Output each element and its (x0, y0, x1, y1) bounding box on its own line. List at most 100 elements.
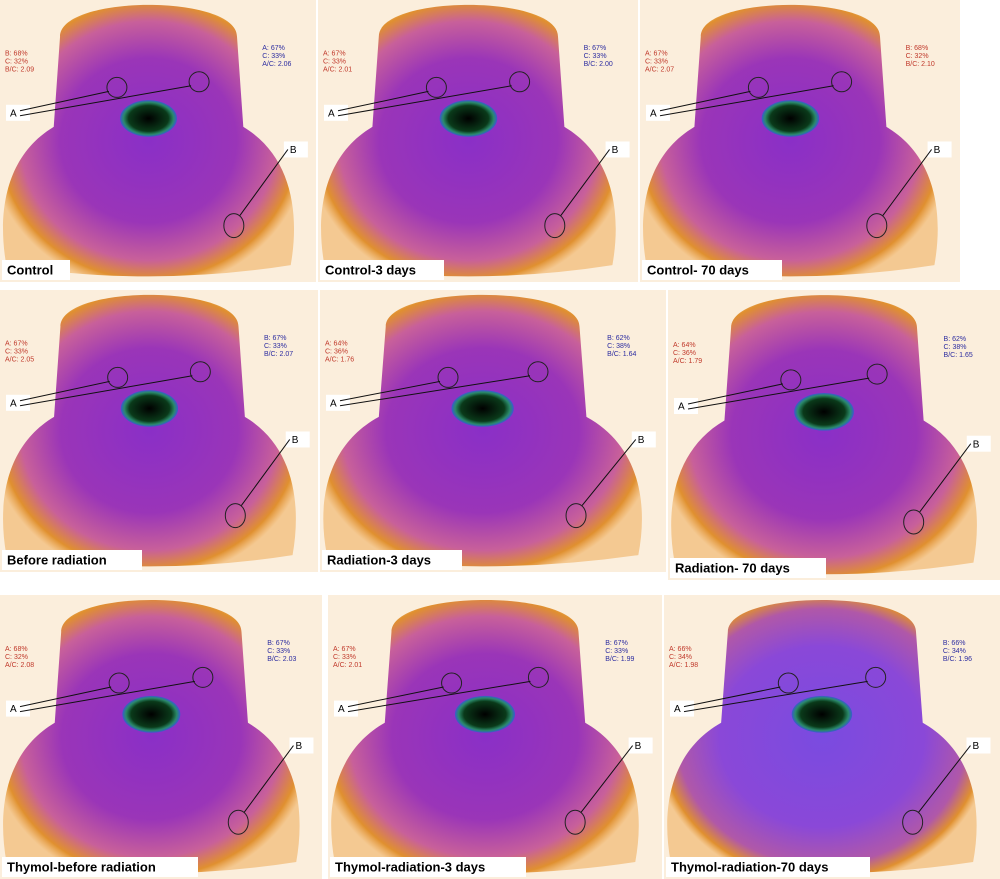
pointer-line (243, 745, 294, 813)
thyroid-uptake (120, 100, 177, 137)
scan-panel: A B A: 68%C: 32%A/C: 2.08 B: 67%C: 33%B/C: … (0, 595, 322, 879)
pointer-line (19, 90, 110, 112)
label-box (605, 141, 630, 158)
scan-panel: A B A: 64%C: 36%A/C: 1.76 B: 62%C: 38%B/C: … (320, 290, 666, 572)
pointer-line (19, 380, 110, 402)
uptake-stat: C: 34% (943, 648, 966, 655)
region-label: A (10, 398, 17, 409)
body-scan (671, 295, 977, 575)
region-circle (777, 672, 799, 694)
region-circle (188, 71, 210, 93)
uptake-stat: C: 32% (5, 58, 28, 65)
pointer-line (687, 383, 783, 405)
region-circle (107, 366, 129, 388)
uptake-stat: A/C: 1.76 (325, 356, 354, 363)
panel-label-box (320, 260, 444, 280)
uptake-stat: B/C: 2.00 (584, 61, 613, 68)
panel-label: Thymol-radiation-70 days (671, 859, 828, 874)
region-label: B (934, 145, 941, 156)
uptake-stat: C: 33% (264, 343, 287, 350)
uptake-stat: A/C: 2.05 (5, 356, 34, 363)
pointer-line (580, 745, 634, 813)
panel-label-box (322, 550, 462, 570)
panel-label: Radiation-3 days (327, 552, 431, 567)
uptake-stat: B: 67% (584, 45, 607, 52)
thyroid-uptake (120, 390, 179, 427)
region-label: A (10, 108, 17, 119)
uptake-stat: C: 33% (333, 654, 356, 661)
body-scan (3, 4, 295, 277)
uptake-stat: C: 33% (5, 348, 28, 355)
region-circle (865, 666, 887, 688)
scan-panel: A B B: 68%C: 32%B/C: 2.09 A: 67%C: 33%A/C: … (0, 0, 316, 282)
body-scan (323, 294, 642, 567)
uptake-stat: A/C: 2.08 (5, 662, 34, 669)
uptake-stat: C: 33% (267, 648, 290, 655)
thyroid-uptake (454, 695, 516, 733)
pointer-line (683, 686, 781, 708)
region-circle (747, 76, 769, 98)
body-scan (643, 4, 938, 277)
thyroid-uptake (761, 100, 820, 137)
pointer-line (918, 745, 971, 813)
region-label: A (328, 108, 335, 119)
region-circle (223, 213, 245, 239)
scan-panel: ABA: 67%C: 33%A/C: 2.01B: 67%C: 33%B/C: … (318, 0, 638, 282)
uptake-stat: B/C: 2.09 (5, 66, 34, 73)
label-box (6, 104, 30, 121)
region-label: A (678, 402, 685, 413)
panel-label: Control- 70 days (647, 262, 749, 277)
panel-label-box (670, 558, 826, 578)
pointer-line (882, 149, 933, 216)
region-label: B (972, 741, 979, 752)
body-scan (3, 294, 296, 567)
pointer-line (659, 90, 751, 112)
pointer-line (19, 85, 192, 117)
uptake-stat: B: 66% (943, 640, 966, 647)
uptake-stat: B: 67% (267, 640, 290, 647)
uptake-stat: C: 38% (607, 343, 630, 350)
uptake-stat: B: 67% (264, 335, 287, 342)
pointer-line (683, 680, 868, 713)
uptake-stat: C: 33% (605, 648, 628, 655)
uptake-stat: A/C: 1.79 (673, 358, 702, 365)
region-circle (509, 71, 531, 93)
uptake-stat: A: 67% (333, 646, 356, 653)
label-box (283, 141, 308, 158)
region-circle (108, 672, 130, 694)
region-label: B (292, 435, 299, 446)
region-circle (544, 213, 566, 239)
uptake-stat: B: 68% (906, 45, 929, 52)
uptake-stat: B: 62% (607, 335, 630, 342)
thyroid-uptake (791, 695, 853, 733)
region-circle (564, 809, 586, 835)
uptake-stat: A/C: 2.01 (333, 662, 362, 669)
region-circle (106, 76, 128, 98)
uptake-stat: C: 34% (669, 654, 692, 661)
region-label: A (10, 704, 17, 715)
panel-label-box (2, 857, 198, 877)
panel-label: Control (7, 262, 53, 277)
thyroid-uptake (439, 100, 498, 137)
region-circle (866, 363, 888, 385)
thyroid-uptake (794, 392, 854, 431)
uptake-stat: B/C: 2.07 (264, 351, 293, 358)
pointer-line (347, 686, 444, 708)
label-box (326, 394, 350, 411)
body-scan (667, 599, 977, 874)
uptake-stat: B: 67% (605, 640, 628, 647)
region-label: A (650, 108, 657, 119)
body-scan (331, 599, 639, 874)
uptake-stat: C: 33% (262, 53, 285, 60)
label-box (674, 398, 698, 414)
pointer-line (337, 85, 512, 117)
label-box (927, 141, 952, 158)
uptake-stat: C: 33% (323, 58, 346, 65)
uptake-stat: C: 36% (673, 350, 696, 357)
panel-label: Control-3 days (325, 262, 416, 277)
pointer-line (339, 375, 531, 407)
uptake-stat: C: 32% (906, 53, 929, 60)
pointer-line (19, 686, 112, 708)
region-circle (527, 666, 549, 688)
